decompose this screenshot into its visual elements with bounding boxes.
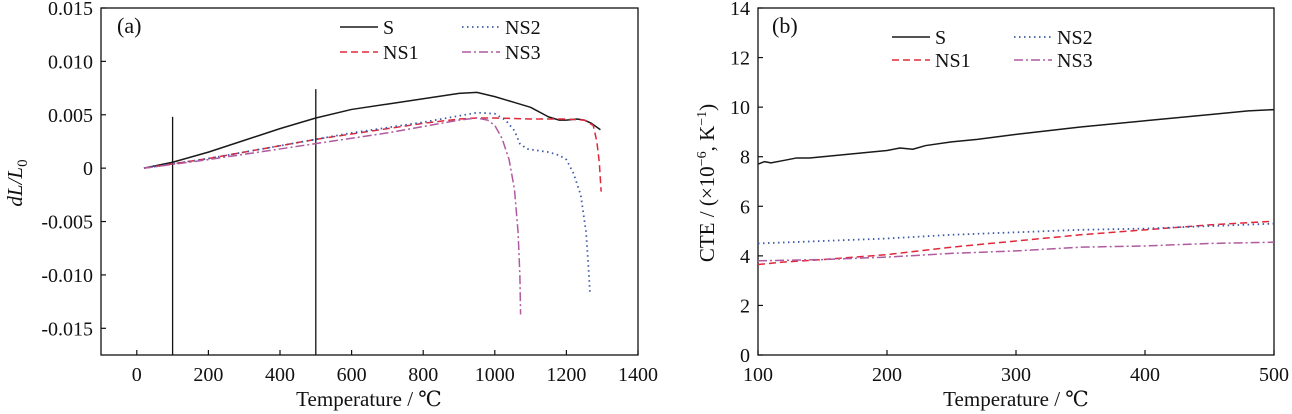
x-tick-label: 500 [1259,364,1289,386]
y-tick-label: 2 [740,295,750,317]
y-tick-label: 0.010 [48,51,93,73]
y-tick-label: 0 [740,345,750,367]
y-axis-title-b-mid: , K [695,126,719,152]
legend-a-ns3-label: NS3 [505,42,541,64]
y-tick-label: 6 [740,196,750,218]
series-line-ns2 [143,111,591,295]
y-axis-title-a: dL/L0 [3,159,31,206]
legend-a-ns2-label: NS2 [505,17,541,39]
y-axis-title-b-main: CTE / (×10 [695,166,719,262]
x-tick-label: 0 [132,364,142,386]
y-tick-label: -0.015 [41,318,93,340]
x-tick-label: 200 [872,364,902,386]
y-ticks-a: -0.015 -0.010 -0.005 0 0.005 0.010 0.015 [41,0,106,340]
series-line-ns1 [143,117,602,192]
legend-b-ns1-label: NS1 [935,50,971,72]
reference-lines-a [171,89,317,355]
series-line-ns3 [143,117,522,315]
x-tick-label: 200 [193,364,223,386]
x-axis-title-a: Temperature / ℃ [296,387,442,411]
legend-b-ns3-label: NS3 [1057,50,1093,72]
y-axis-title-b-sup2: −1 [695,111,710,126]
y-tick-label: 14 [730,0,750,20]
x-tick-label: 1000 [475,364,515,386]
y-tick-label: 0.005 [48,105,93,127]
x-tick-label: 400 [1130,364,1160,386]
y-tick-label: -0.005 [41,212,93,234]
x-ticks-a: 0 200 400 600 800 1000 1200 1400 [132,350,658,386]
series-line-ns3 [757,241,1275,262]
y-tick-label: 0 [83,158,93,180]
y-ticks-b: 0 2 4 6 8 10 12 14 [730,0,763,367]
series-group-b [757,108,1275,266]
y-axis-title-b-end: ) [695,104,719,111]
plot-area-a [100,7,639,356]
panel-a: 0 200 400 600 800 1000 1200 1400 -0.015-0.010-0… [3,0,658,411]
x-tick-label: 800 [408,364,438,386]
x-tick-label: 1200 [546,364,586,386]
legend-a-ns1-label: NS1 [383,42,419,64]
y-tick-label: 8 [740,147,750,169]
x-axis-title-b: Temperature / ℃ [943,387,1089,411]
y-tick-label: 12 [730,48,750,70]
legend-a-s-label: S [383,17,394,39]
x-tick-label: 300 [1001,364,1031,386]
x-tick-label: 1400 [618,364,658,386]
panel-label-a: (a) [117,13,141,38]
legend-a: S NS1 NS2 NS3 [340,17,541,64]
y-axis-title-b: CTE / (×10−6, K−1) [695,104,719,262]
y-tick-label: 10 [730,97,750,119]
legend-b: S NS1 NS2 NS3 [892,27,1093,72]
y-tick-label: -0.010 [41,265,93,287]
x-tick-label: 600 [337,364,367,386]
x-tick-label: 100 [743,364,773,386]
series-group-a [143,91,602,315]
y-axis-title-b-sup: −6 [695,151,710,166]
series-line-s [757,108,1275,165]
legend-b-s-label: S [935,27,946,49]
y-tick-label: 0.015 [48,0,93,20]
series-line-ns1 [757,220,1275,266]
y-tick-label: 4 [740,246,750,268]
legend-b-ns2-label: NS2 [1057,27,1093,49]
panel-label-b: (b) [772,13,798,38]
y-axis-title-a-main: dL/L [3,167,27,207]
y-axis-title-a-sub: 0 [15,159,31,167]
x-ticks-b: 100 200 300 400 500 [743,350,1289,386]
panel-b: 100 200 300 400 500 0 2 4 6 8 10 12 14 (b) Temperat… [695,0,1289,411]
x-tick-label: 400 [265,364,295,386]
series-line-ns2 [757,222,1275,245]
